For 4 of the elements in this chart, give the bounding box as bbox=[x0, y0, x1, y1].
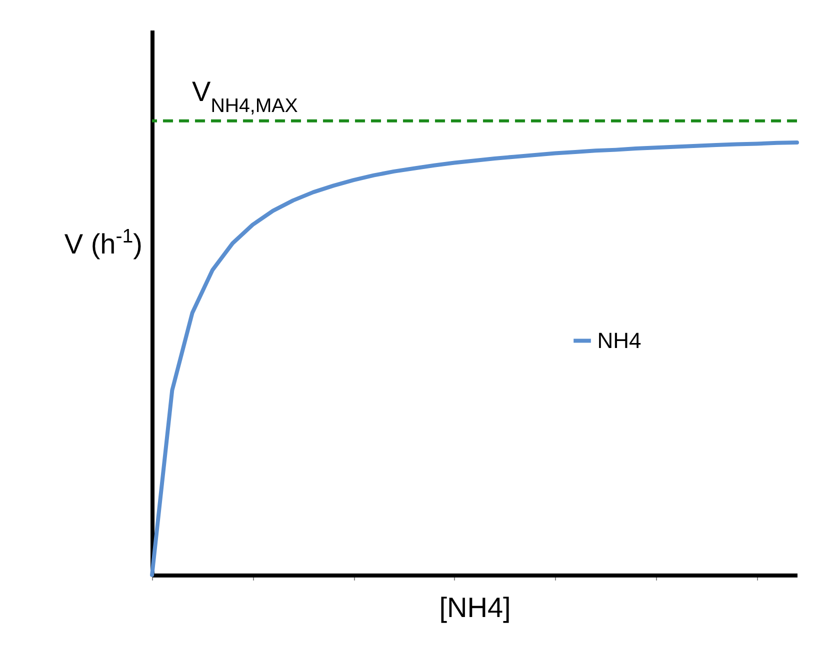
ref-line-label: V$_{NH4,MAX}$ bbox=[192, 76, 298, 117]
y-axis-title: V (h$^{-1}$) bbox=[64, 225, 142, 260]
legend-label: NH4 bbox=[597, 328, 642, 353]
x-axis-title: [NH4] bbox=[439, 592, 511, 623]
